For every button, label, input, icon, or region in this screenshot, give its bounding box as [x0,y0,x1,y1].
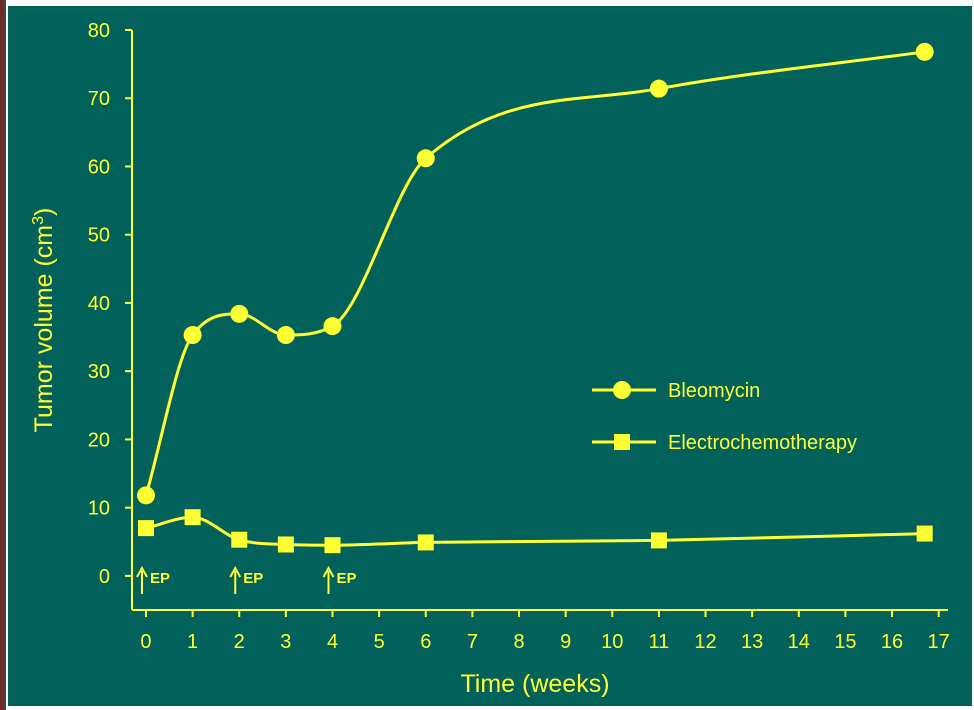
bleomycin-point [323,317,342,336]
x-tick-label: 14 [788,631,810,653]
y-axis-title-superscript: 3 [30,216,47,225]
y-axis-title-close: ) [30,208,58,216]
x-tick-label: 2 [234,631,245,653]
y-tick-label: 40 [88,293,110,315]
bleomycin-point [136,486,155,505]
bleomycin-line [144,50,925,496]
x-tick-label: 5 [374,631,385,653]
legend-marker-bleomycin [613,381,631,399]
legend-label-electrochemotherapy: Electrochemotherapy [668,432,857,454]
ep-annotations: EP EP EP [136,565,357,594]
series-markers [136,42,934,554]
electrochemotherapy-point [231,531,248,548]
bleomycin-point [915,42,934,61]
electrochemotherapy-line [145,515,925,547]
ep-arrowhead [229,565,242,578]
bleomycin-point [276,326,295,345]
x-tick-label: 3 [280,631,291,653]
x-axis-title: Time (weeks) [460,670,609,698]
y-tick-label: 0 [99,566,110,588]
electrochemotherapy-point [137,520,154,537]
legend: Bleomycin Electrochemotherapy [592,380,857,454]
x-tick-label: 17 [928,631,950,653]
electrochemotherapy-point [650,532,667,549]
chart-panel [8,6,972,706]
y-tick-label: 20 [88,429,110,451]
bleomycin-point [183,326,202,345]
x-tick-label: 13 [741,631,763,653]
series-lines [144,50,925,547]
y-axis-title-text: Tumor volume (cm [30,225,58,432]
x-tick-label: 1 [187,631,198,653]
x-tick-label: 16 [881,631,903,653]
y-tick-label: 70 [88,88,110,110]
x-tick-label: 6 [420,631,431,653]
x-tick-label: 12 [694,631,716,653]
electrochemotherapy-point [277,536,294,553]
ep-label: EP [150,570,170,587]
ep-arrowhead [136,565,148,578]
y-tick-label: 50 [88,225,110,247]
y-tick-label: 30 [88,361,110,383]
electrochemotherapy-point [324,537,341,554]
x-tick-label: 7 [467,631,478,653]
ep-arrowhead [322,565,335,578]
y-tick-label: 80 [88,20,110,42]
x-tick-label: 11 [649,631,670,653]
x-tick-label: 8 [513,631,524,653]
legend-label-bleomycin: Bleomycin [668,380,760,402]
bleomycin-point [230,304,249,323]
electrochemotherapy-point [184,509,201,526]
y-tick-label: 60 [88,156,110,178]
bleomycin-point [649,79,668,98]
x-tick-label: 15 [834,631,856,653]
x-tick-label: 10 [601,631,623,653]
y-axis-title: Tumor volume (cm3) [30,208,58,433]
legend-marker-electrochemotherapy [614,434,630,450]
bleomycin-point [416,149,435,168]
x-tick-label: 9 [560,631,571,653]
chart-axes [131,30,948,611]
ep-label: EP [337,570,357,587]
electrochemotherapy-point [916,525,933,542]
electrochemotherapy-point [417,534,434,551]
ep-label: EP [243,570,263,587]
y-tick-label: 10 [88,498,110,520]
x-tick-label: 4 [327,631,338,653]
x-tick-label: 0 [140,631,151,653]
